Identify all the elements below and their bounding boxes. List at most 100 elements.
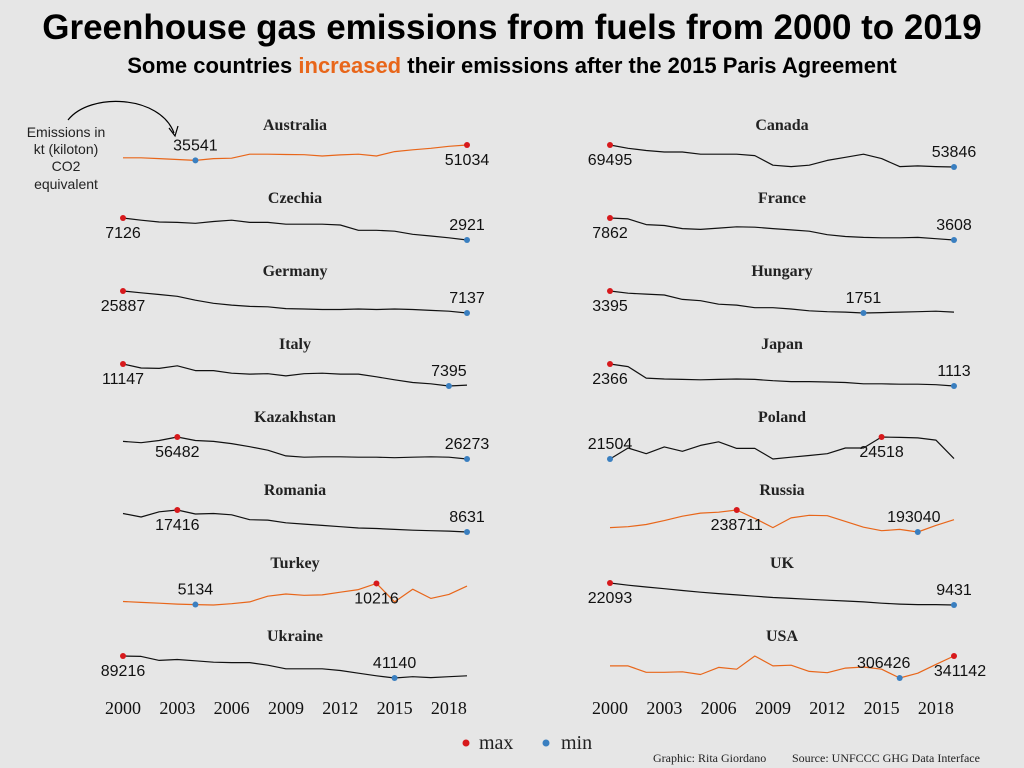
panel-czechia: Czechia 7126 2921 bbox=[105, 190, 485, 243]
max-label-czechia: 7126 bbox=[105, 225, 141, 242]
min-marker-hungary bbox=[860, 310, 867, 316]
min-label-russia: 193040 bbox=[887, 509, 940, 526]
max-label-germany: 25887 bbox=[101, 298, 146, 315]
x-axes: 2000 2003 2006 2009 2012 2015 2018 2000 2003 2006… bbox=[105, 698, 954, 718]
max-marker-turkey bbox=[373, 580, 380, 587]
x-axis-right: 2000 2003 2006 2009 2012 2015 2018 bbox=[592, 698, 954, 718]
panel-title-france: France bbox=[758, 190, 806, 207]
max-label-japan: 2366 bbox=[592, 371, 628, 388]
legend-max-label: max bbox=[479, 732, 513, 754]
panel-usa: USA 341142 306426 bbox=[610, 628, 986, 681]
max-label-australia: 51034 bbox=[445, 152, 490, 169]
min-marker-australia bbox=[192, 157, 199, 164]
panel-title-russia: Russia bbox=[759, 482, 804, 499]
legend-max-marker bbox=[462, 739, 470, 747]
subtitle-after: their emissions after the 2015 Paris Agr… bbox=[401, 53, 897, 78]
max-marker-czechia bbox=[120, 215, 126, 221]
series-line-usa bbox=[610, 655, 955, 679]
annotation-line-3: CO2 bbox=[52, 158, 81, 174]
max-marker-usa bbox=[951, 653, 957, 659]
panel-canada: Canada 69495 53846 bbox=[588, 117, 976, 170]
panels: Australia 51034 35541 Canada 69495 53846 Czech… bbox=[101, 117, 986, 681]
series-line-turkey bbox=[122, 582, 468, 606]
min-label-australia: 35541 bbox=[173, 137, 218, 154]
credit-source: Source: UNFCCC GHG Data Interface bbox=[792, 751, 980, 765]
panel-title-turkey: Turkey bbox=[270, 555, 319, 572]
x-tick-label: 2018 bbox=[918, 698, 954, 718]
max-marker-poland bbox=[878, 434, 885, 440]
min-label-hungary: 1751 bbox=[846, 290, 882, 307]
panel-italy: Italy 11147 7395 bbox=[102, 336, 468, 389]
panel-title-hungary: Hungary bbox=[751, 263, 812, 280]
series-line-germany bbox=[122, 290, 468, 314]
series-line-france bbox=[609, 217, 955, 241]
min-label-italy: 7395 bbox=[431, 363, 467, 380]
max-marker-romania bbox=[174, 507, 181, 513]
series-line-italy bbox=[122, 363, 468, 387]
max-marker-italy bbox=[120, 361, 126, 367]
subtitle-before: Some countries bbox=[127, 53, 298, 78]
min-marker-usa bbox=[896, 675, 903, 681]
panel-turkey: Turkey 10216 5134 bbox=[122, 555, 468, 608]
subtitle-highlight: increased bbox=[298, 53, 401, 78]
min-marker-czechia bbox=[464, 237, 470, 243]
panel-title-poland: Poland bbox=[758, 409, 806, 426]
panel-germany: Germany 25887 7137 bbox=[101, 263, 485, 316]
annotation-line-1: Emissions in bbox=[27, 124, 106, 140]
panel-ukraine: Ukraine 89216 41140 bbox=[101, 628, 468, 681]
x-tick-label: 2018 bbox=[431, 698, 467, 718]
panel-australia: Australia 51034 35541 bbox=[123, 117, 489, 169]
max-label-italy: 11147 bbox=[102, 371, 144, 388]
panel-title-uk: UK bbox=[770, 555, 795, 572]
min-label-germany: 7137 bbox=[449, 290, 485, 307]
credit-graphic: Graphic: Rita Giordano bbox=[653, 751, 766, 765]
legend-min-marker bbox=[542, 739, 550, 747]
series-line-canada bbox=[609, 144, 955, 168]
min-label-japan: 1113 bbox=[937, 363, 970, 380]
min-label-kazakhstan: 26273 bbox=[445, 436, 490, 453]
series-line-poland bbox=[609, 436, 955, 460]
max-label-usa: 341142 bbox=[934, 663, 986, 680]
panel-title-usa: USA bbox=[766, 628, 798, 645]
panel-hungary: Hungary 3395 1751 bbox=[592, 263, 955, 316]
max-marker-canada bbox=[607, 142, 613, 148]
annotation-line-2: kt (kiloton) bbox=[34, 141, 99, 157]
min-marker-france bbox=[951, 237, 957, 243]
panel-france: France 7862 3608 bbox=[592, 190, 972, 243]
min-marker-romania bbox=[464, 529, 470, 535]
legend-min-label: min bbox=[561, 732, 592, 754]
max-marker-russia bbox=[733, 507, 740, 513]
x-tick-label: 2006 bbox=[701, 698, 737, 718]
x-tick-label: 2015 bbox=[864, 698, 900, 718]
max-marker-uk bbox=[607, 580, 613, 586]
min-label-usa: 306426 bbox=[857, 655, 910, 672]
max-marker-kazakhstan bbox=[174, 434, 181, 440]
min-label-ukraine: 41140 bbox=[373, 655, 416, 672]
max-label-uk: 22093 bbox=[588, 590, 633, 607]
chart-title: Greenhouse gas emissions from fuels from… bbox=[42, 8, 982, 47]
min-label-turkey: 5134 bbox=[178, 582, 214, 599]
panel-romania: Romania 17416 8631 bbox=[122, 482, 485, 535]
x-tick-label: 2009 bbox=[268, 698, 304, 718]
panel-poland: Poland 24518 21504 bbox=[588, 409, 955, 462]
max-label-poland: 24518 bbox=[859, 444, 904, 461]
annotation-arrowhead bbox=[168, 125, 179, 138]
x-tick-label: 2012 bbox=[809, 698, 845, 718]
panel-title-romania: Romania bbox=[264, 482, 326, 499]
annotation-arrow bbox=[67, 100, 175, 134]
max-marker-australia bbox=[464, 142, 470, 148]
x-tick-label: 2009 bbox=[755, 698, 791, 718]
max-label-canada: 69495 bbox=[588, 152, 633, 169]
min-label-czechia: 2921 bbox=[449, 217, 485, 234]
x-tick-label: 2000 bbox=[105, 698, 141, 718]
min-marker-japan bbox=[951, 383, 957, 389]
min-label-france: 3608 bbox=[936, 217, 972, 234]
min-marker-germany bbox=[464, 310, 470, 316]
max-marker-france bbox=[607, 215, 613, 221]
min-marker-turkey bbox=[192, 601, 199, 608]
max-label-kazakhstan: 56482 bbox=[155, 444, 200, 461]
panel-title-kazakhstan: Kazakhstan bbox=[254, 409, 336, 426]
max-marker-hungary bbox=[607, 288, 613, 294]
